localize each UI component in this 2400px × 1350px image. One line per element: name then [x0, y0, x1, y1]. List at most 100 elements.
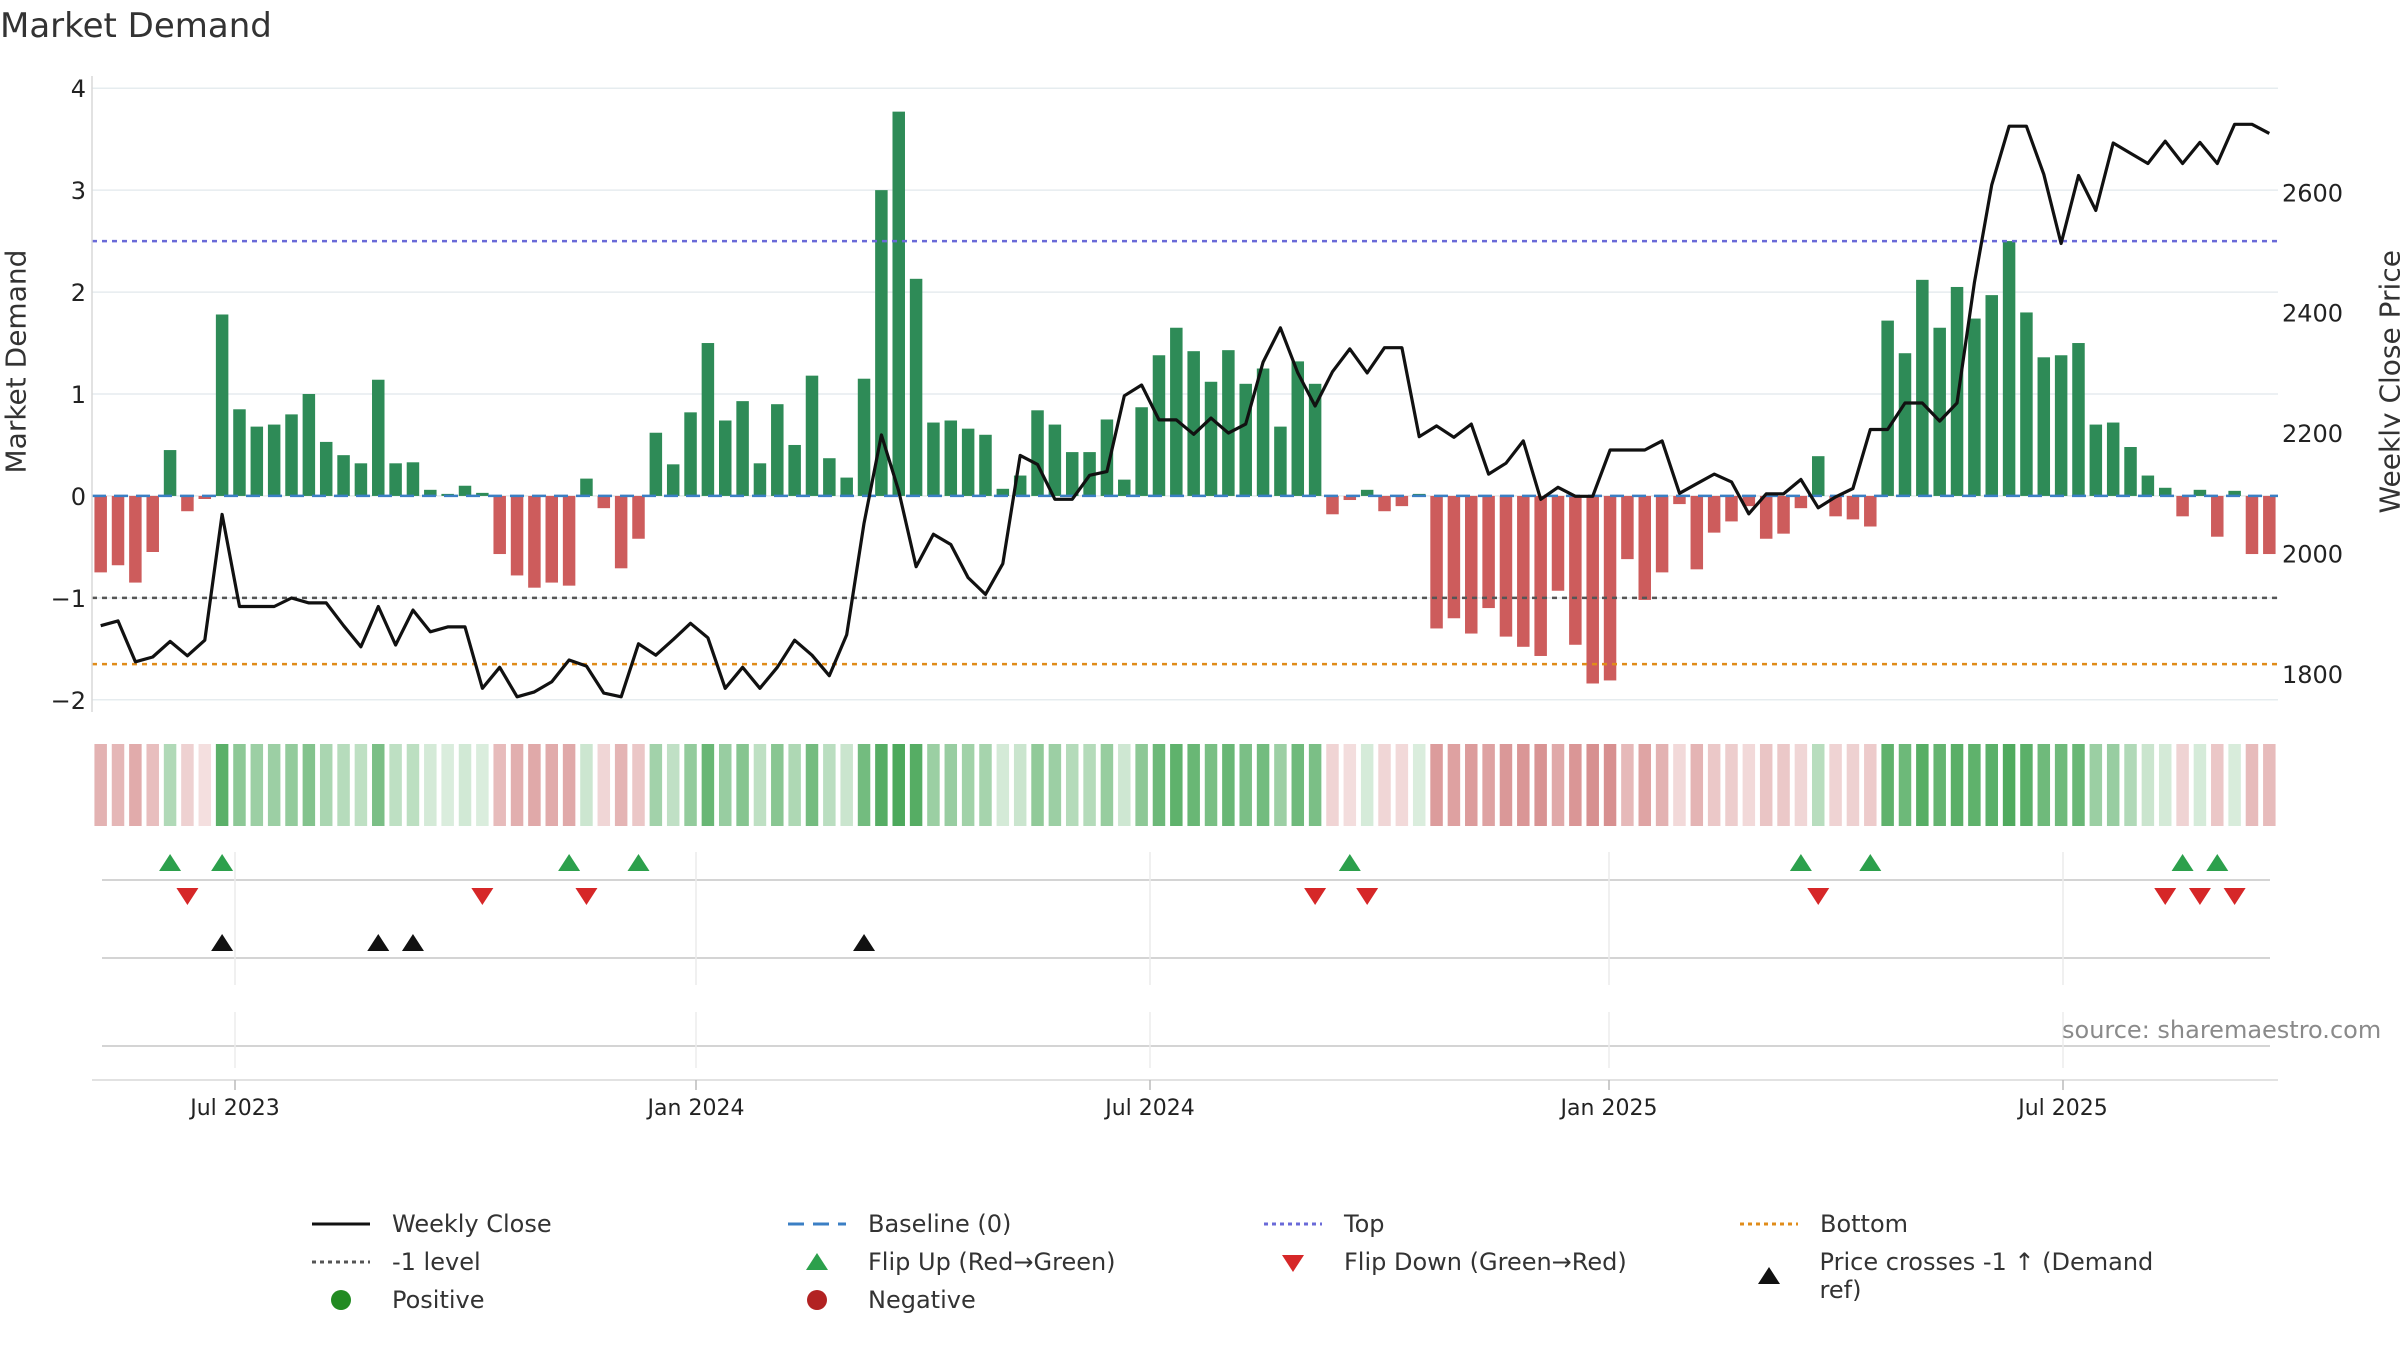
demand-bar [1274, 426, 1287, 496]
shade-cell [1725, 744, 1738, 826]
shade-cell [1065, 744, 1079, 826]
demand-bar [1690, 495, 1704, 570]
legend-negative: Negative [786, 1286, 976, 1314]
shade-cell [1690, 744, 1704, 826]
demand-bar [684, 412, 697, 496]
shade-cell [372, 744, 385, 826]
y2-tick-label: 2600 [2282, 179, 2343, 207]
shade-cell [1291, 744, 1305, 826]
shade-cell [2193, 744, 2207, 826]
demand-bar [1881, 320, 1894, 496]
shade-cell [1083, 744, 1096, 826]
demand-bar [1447, 495, 1461, 619]
shade-cell [1118, 744, 1131, 826]
shade-cell [354, 744, 368, 826]
shade-cell [944, 744, 958, 826]
shade-cell [996, 744, 1010, 826]
shade-cell [1412, 744, 1426, 826]
demand-bar [909, 278, 923, 496]
flip-down-marker [1356, 888, 1379, 905]
demand-bar [562, 495, 576, 586]
price-cross-marker [853, 934, 876, 951]
shade-cell [1395, 744, 1409, 826]
demand-bar [979, 434, 992, 496]
legend-top-icon [1264, 1222, 1322, 1226]
shade-cell [1274, 744, 1287, 826]
demand-bar [666, 464, 680, 496]
shade-cell [1031, 744, 1044, 826]
demand-bar [1898, 353, 1912, 496]
y2-tick-label: 2000 [2282, 541, 2343, 569]
demand-bar [2072, 343, 2085, 496]
shade-cell [753, 744, 767, 826]
shade-cell [1569, 744, 1582, 826]
shade-cell [909, 744, 923, 826]
shade-cell [684, 744, 697, 826]
legend-minus-one-icon [312, 1260, 370, 1264]
demand-bar [580, 478, 593, 496]
shade-cell [2245, 744, 2259, 826]
legend-label: Price crosses -1 ↑ (Demand ref) [1819, 1248, 2154, 1304]
shade-cell [476, 744, 489, 826]
demand-bar [1621, 495, 1634, 560]
shade-cell [528, 744, 541, 826]
demand-bar [875, 190, 888, 496]
x-tick-label: Jan 2025 [1559, 1096, 1658, 1121]
demand-bar [996, 488, 1010, 496]
flip-up-marker [627, 854, 650, 871]
demand-bar [1170, 327, 1183, 496]
flip-down-marker [2154, 888, 2177, 905]
flip-down-marker [471, 888, 494, 905]
shade-cell [1621, 744, 1634, 826]
legend: Weekly Close Baseline (0) Top Bottom -1 … [300, 1210, 2200, 1320]
demand-bar [1846, 495, 1860, 520]
shade-cell [1326, 744, 1339, 826]
demand-bar [1655, 495, 1669, 573]
legend-label: Bottom [1820, 1210, 1909, 1238]
shade-cell [1100, 744, 1114, 826]
flip-down-marker [2223, 888, 2246, 905]
y-tick-label: 3 [71, 177, 86, 205]
shade-cell [1343, 744, 1357, 826]
demand-bar [1482, 495, 1495, 609]
demand-bar [1759, 495, 1773, 539]
demand-bar [2002, 241, 2016, 496]
shade-cell [1517, 744, 1530, 826]
shade-cell [892, 744, 905, 826]
shade-cell [1638, 744, 1651, 826]
shade-cell [1950, 744, 1964, 826]
shade-cell [1482, 744, 1495, 826]
demand-bar [233, 409, 246, 496]
shade-cell [875, 744, 888, 826]
x-tick-label: Jul 2023 [188, 1096, 280, 1121]
demand-bar [597, 495, 611, 509]
shade-cell [2020, 744, 2033, 826]
shade-cell [181, 744, 194, 826]
demand-bar [1204, 381, 1218, 496]
demand-bar [354, 463, 368, 496]
demand-bar [1239, 383, 1252, 496]
demand-bar [788, 444, 801, 496]
demand-bar [1326, 495, 1339, 515]
demand-bar [1950, 286, 1964, 496]
shade-cell [1222, 744, 1235, 826]
legend-triangle-up-icon [806, 1253, 828, 1270]
shade-cell [1204, 744, 1218, 826]
shade-cell [1829, 744, 1842, 826]
shade-cell [1673, 744, 1686, 826]
shade-cell [424, 744, 437, 826]
demand-bar [493, 495, 506, 555]
demand-bar [2193, 489, 2207, 496]
demand-bar [2037, 357, 2051, 496]
legend-triangle-down-icon [1282, 1255, 1304, 1272]
flip-down-marker [1304, 888, 1327, 905]
demand-bar [1725, 495, 1738, 522]
demand-bar [1586, 495, 1599, 684]
shade-cell [1187, 744, 1200, 826]
shade-cell [2089, 744, 2103, 826]
chart-title: Market Demand [0, 6, 272, 46]
shade-cell [267, 744, 281, 826]
shade-cell [1933, 744, 1946, 826]
demand-bar [111, 495, 125, 566]
